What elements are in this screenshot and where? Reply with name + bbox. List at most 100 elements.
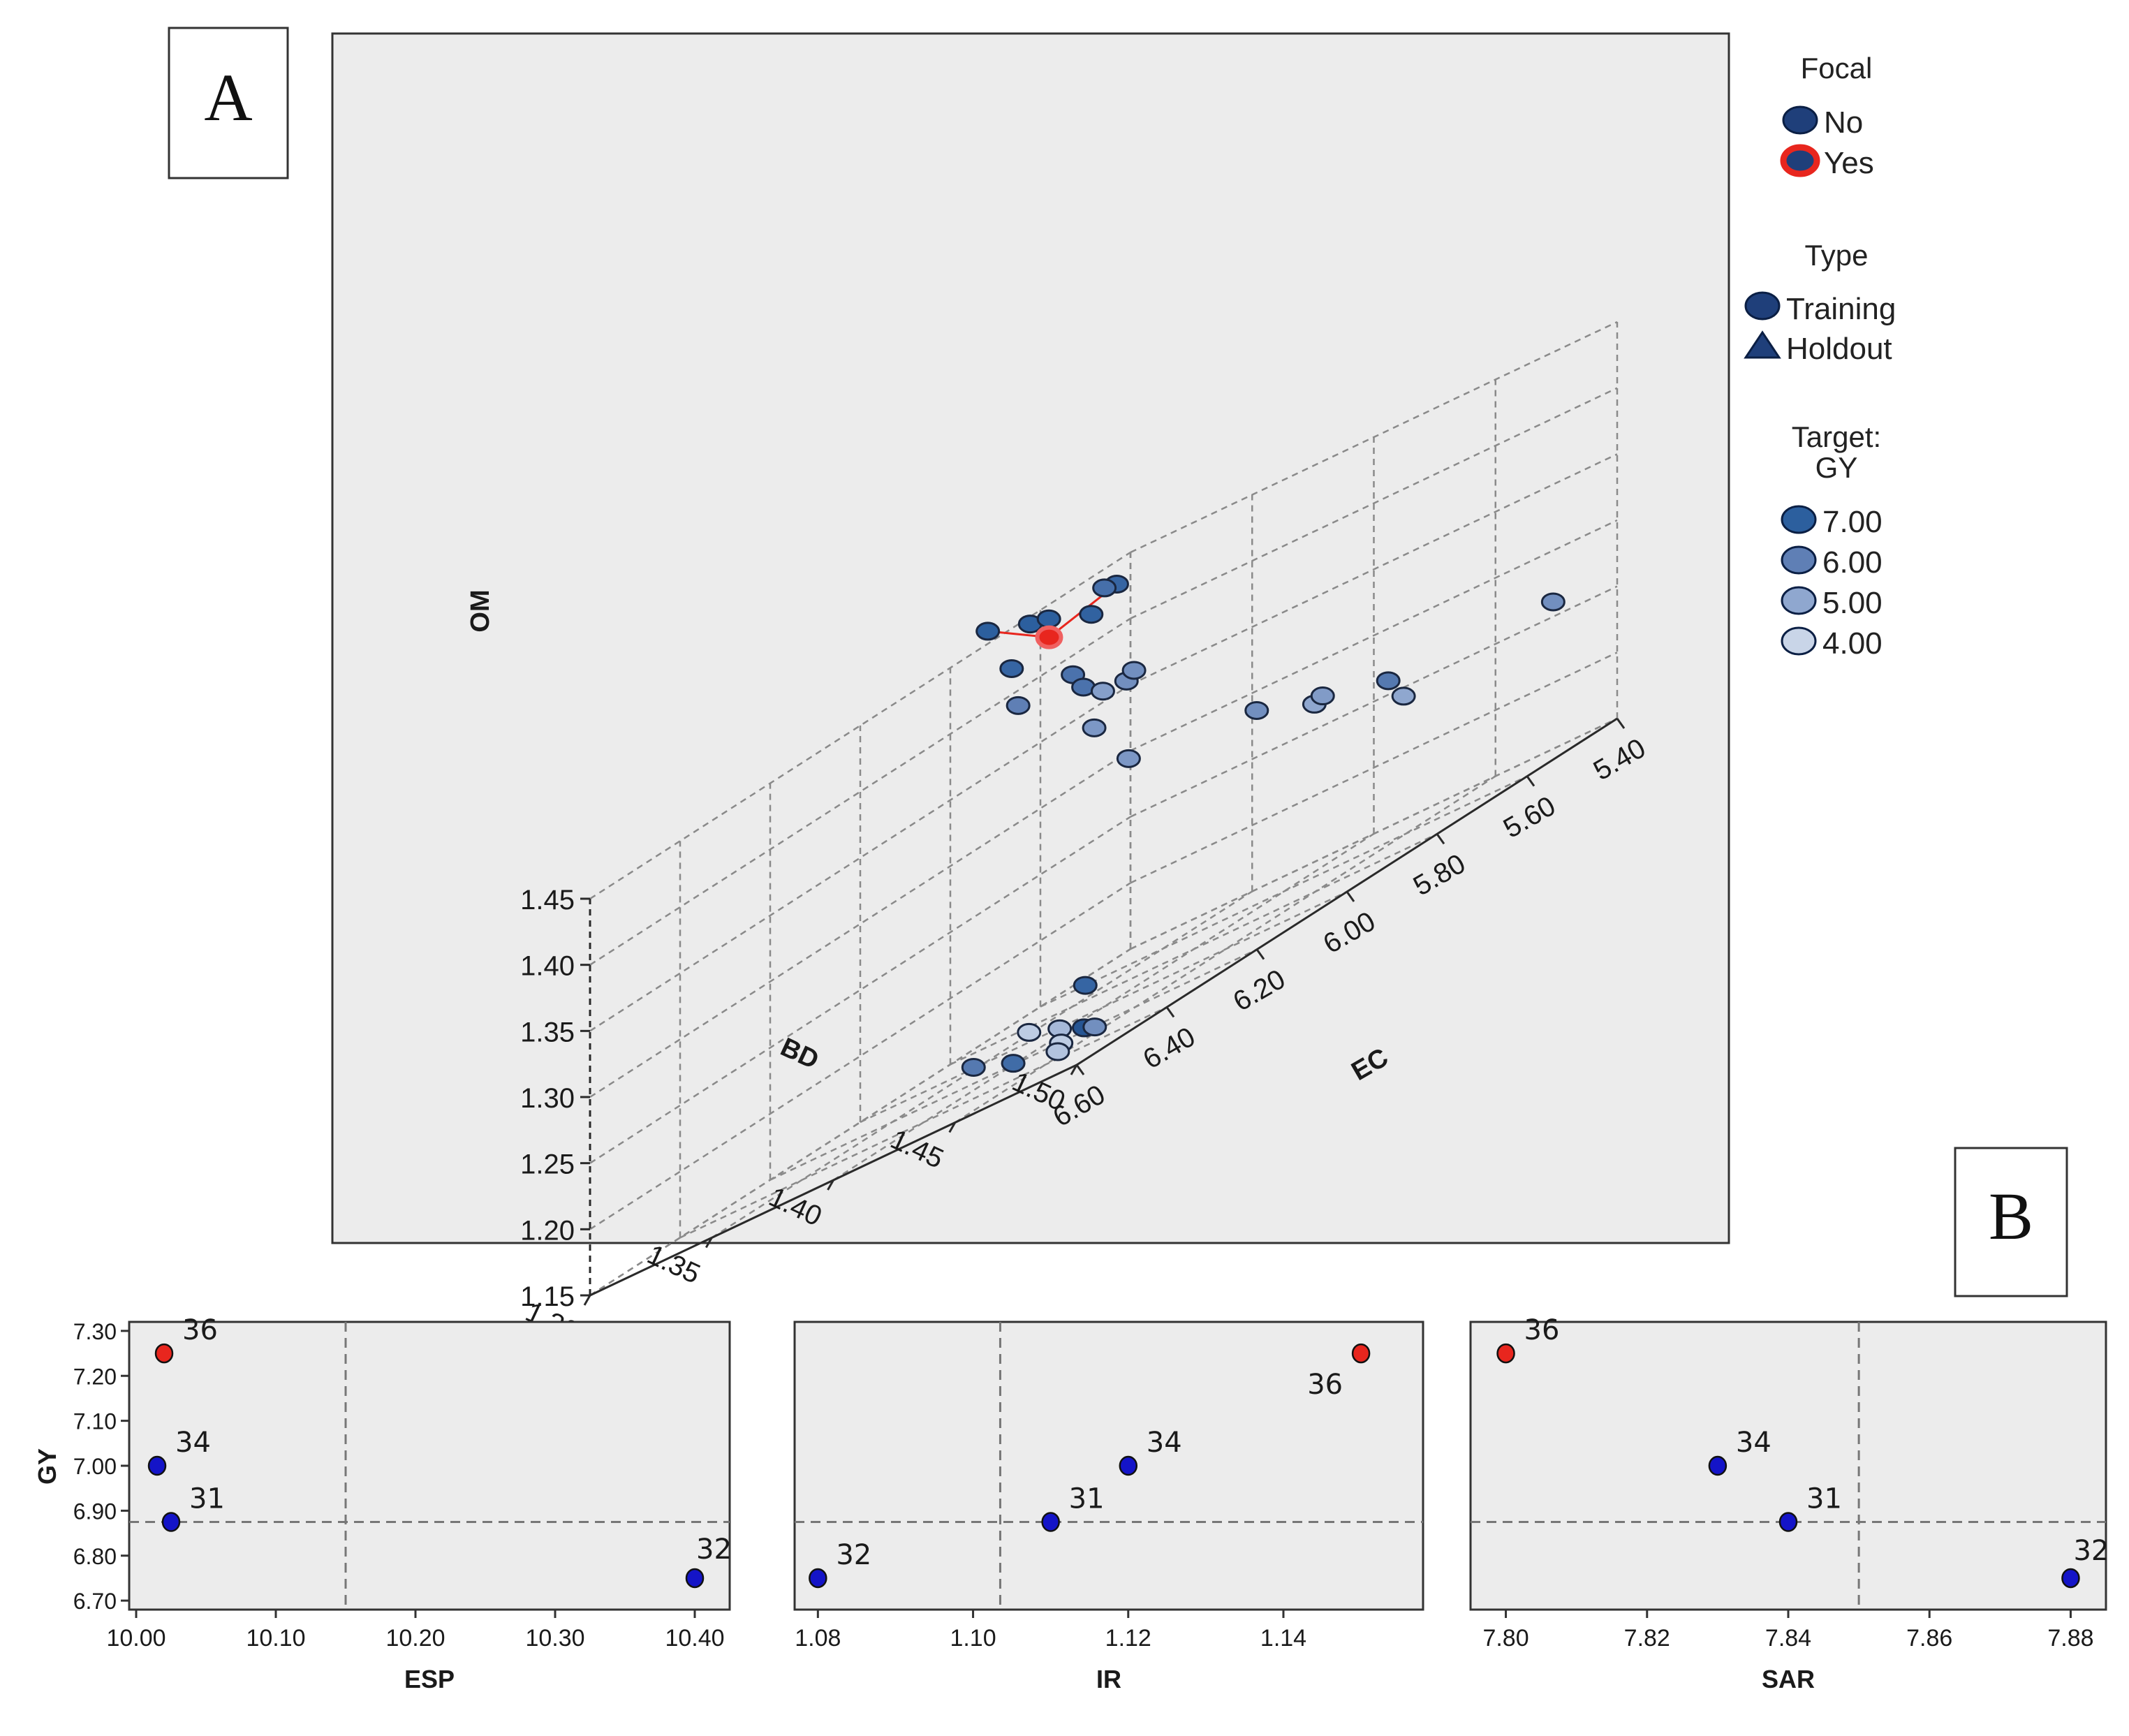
legend-focal-title: Focal xyxy=(1801,52,1873,84)
point-label: 31 xyxy=(1806,1483,1842,1515)
right-wall-grid-line xyxy=(1130,387,1618,619)
data-point xyxy=(809,1568,827,1589)
data-point xyxy=(1119,1455,1138,1476)
panel-b-label-box xyxy=(1954,1147,2068,1297)
y-tick-label: 6.70 xyxy=(73,1589,117,1614)
data-point xyxy=(1540,592,1566,612)
data-point xyxy=(1001,1054,1026,1073)
ec-tick xyxy=(1075,1064,1085,1075)
point-label: 32 xyxy=(2073,1535,2109,1567)
data-point xyxy=(2061,1568,2080,1589)
data-point xyxy=(1090,682,1115,701)
y-tick-label: 7.10 xyxy=(73,1409,117,1434)
data-point xyxy=(1036,609,1061,628)
om-tick-label: 1.40 xyxy=(520,951,575,982)
panel-a-plot-background xyxy=(331,32,1730,1244)
point-label: 36 xyxy=(1524,1314,1560,1346)
om-tick-label: 1.45 xyxy=(520,885,575,915)
x-tick-label: 10.00 xyxy=(106,1625,165,1652)
legend-focal-yes-marker xyxy=(1780,144,1820,177)
om-tick-label: 1.20 xyxy=(520,1215,575,1246)
data-point xyxy=(961,1057,986,1077)
ec-tick xyxy=(1165,1006,1175,1018)
data-point xyxy=(1082,718,1107,737)
bd-tick xyxy=(1070,1064,1078,1075)
x-tick-label: 7.82 xyxy=(1624,1625,1670,1652)
legend-focal-yes-label: Yes xyxy=(1824,146,1874,180)
panel-a-legend: Focal No Yes Type Training Holdout Targe… xyxy=(1744,52,1896,661)
data-point xyxy=(1121,661,1147,680)
ec-tick xyxy=(1616,718,1626,729)
om-tick-label: 1.35 xyxy=(520,1017,575,1047)
scatter-panel-sar: 7.80 7.82 7.84 7.86 7.88 SAR 36 34 31 32 xyxy=(1469,1314,2109,1693)
right-wall-grid-line xyxy=(1130,652,1618,884)
data-point xyxy=(1017,1022,1042,1042)
legend-type-holdout-label: Holdout xyxy=(1786,332,1892,366)
x-tick-label: 1.08 xyxy=(795,1625,841,1652)
point-label: 34 xyxy=(1147,1427,1182,1459)
scatter-plot-background xyxy=(128,1321,731,1611)
point-label: 32 xyxy=(696,1533,732,1566)
data-point xyxy=(975,621,1001,641)
x-tick-label: 7.80 xyxy=(1482,1625,1528,1652)
bd-tick xyxy=(705,1237,713,1249)
bd-tick xyxy=(827,1179,834,1191)
scatter-panel-esp: 10.00 10.10 10.20 10.30 10.40 ESP 6.70 6.80 6.90… xyxy=(33,1314,732,1693)
legend-target-title-line1: Target: xyxy=(1792,420,1881,453)
focal-point xyxy=(1496,1343,1515,1364)
panel-b-label: B xyxy=(1989,1179,2033,1253)
right-wall-grid-line xyxy=(1130,585,1618,818)
x-tick-label: 7.84 xyxy=(1765,1625,1811,1652)
legend-target-4-marker xyxy=(1781,626,1817,656)
floor-grid-line xyxy=(860,890,1348,1124)
focal-point xyxy=(1035,625,1063,649)
y-tick-label: 6.90 xyxy=(73,1499,117,1524)
point-label: 34 xyxy=(175,1427,211,1459)
ec-tick xyxy=(1255,948,1265,960)
bd-tick xyxy=(948,1121,957,1133)
om-tick-label: 1.25 xyxy=(520,1149,575,1180)
legend-focal-no-marker xyxy=(1782,105,1818,135)
om-axis-title: OM xyxy=(466,589,495,632)
panel-b-scatter-plots: 10.00 10.10 10.20 10.30 10.40 ESP 6.70 6.80 6.90… xyxy=(33,1314,2109,1693)
legend-target-4-label: 4.00 xyxy=(1822,626,1883,661)
point-label: 36 xyxy=(1307,1369,1343,1401)
data-point xyxy=(1376,671,1401,691)
data-point xyxy=(1116,749,1141,768)
ec-tick xyxy=(1526,775,1535,787)
data-point xyxy=(1244,700,1269,720)
point-label: 36 xyxy=(182,1314,218,1346)
x-axis-title: SAR xyxy=(1762,1665,1815,1693)
legend-focal-no-label: No xyxy=(1824,105,1863,140)
x-axis-title: ESP xyxy=(404,1665,455,1693)
panel-a-label-box xyxy=(168,27,289,179)
bd-tick xyxy=(583,1295,591,1306)
x-tick-label: 1.10 xyxy=(950,1625,996,1652)
floor-grid-line xyxy=(679,1006,1167,1239)
legend-type-training-marker xyxy=(1744,291,1781,321)
data-point xyxy=(1778,1512,1798,1532)
legend-target-7-label: 7.00 xyxy=(1822,505,1883,539)
legend-target-6-label: 6.00 xyxy=(1822,545,1883,580)
right-wall-grid-line xyxy=(1130,519,1618,752)
x-axis-title: IR xyxy=(1096,1665,1121,1693)
focal-point xyxy=(1351,1343,1371,1364)
point-label: 34 xyxy=(1736,1427,1771,1459)
legend-type-training-label: Training xyxy=(1786,292,1896,326)
panel-a-label: A xyxy=(204,60,252,135)
legend-target-title-line2: GY xyxy=(1815,451,1858,484)
x-tick-label: 10.20 xyxy=(385,1625,445,1652)
legend-target-5-marker xyxy=(1781,586,1817,615)
data-point xyxy=(1082,1017,1107,1037)
data-point xyxy=(685,1568,705,1589)
data-point xyxy=(1041,1512,1060,1532)
om-tick-label: 1.30 xyxy=(520,1083,575,1114)
data-point xyxy=(1005,696,1031,715)
ec-tick xyxy=(1436,833,1445,845)
scatter-plot-background xyxy=(1469,1321,2107,1611)
x-tick-label: 1.12 xyxy=(1105,1625,1151,1652)
data-point xyxy=(1079,605,1104,624)
bd-tick-label: 1.35 xyxy=(642,1239,705,1290)
point-label: 31 xyxy=(189,1483,225,1515)
